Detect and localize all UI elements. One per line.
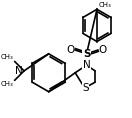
Text: S: S — [82, 83, 89, 93]
Text: N: N — [15, 66, 23, 76]
Text: CH₃: CH₃ — [1, 81, 14, 87]
Text: CH₃: CH₃ — [1, 55, 14, 60]
Text: CH₃: CH₃ — [99, 2, 112, 8]
Text: N: N — [83, 60, 90, 70]
Text: O: O — [98, 45, 107, 55]
Text: S: S — [83, 49, 90, 59]
Text: O: O — [66, 45, 75, 55]
